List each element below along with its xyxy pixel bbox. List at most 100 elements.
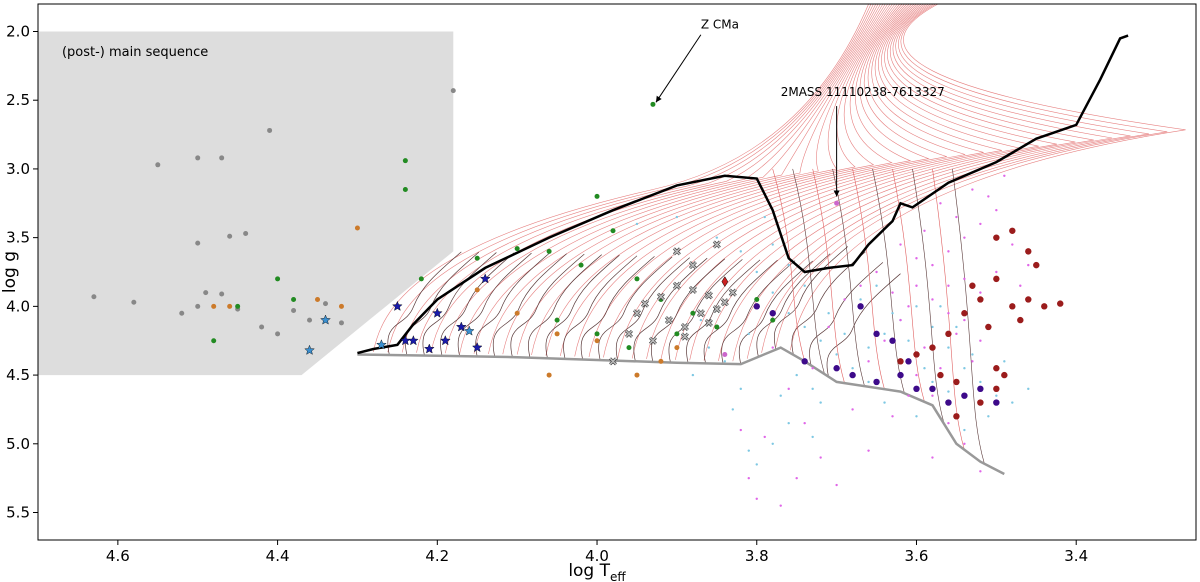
data-point — [803, 325, 806, 329]
data-point — [801, 358, 808, 365]
annotation-2mass: 2MASS 11110238-7613327 — [781, 85, 945, 99]
data-point — [843, 298, 846, 301]
series-2 — [211, 225, 680, 378]
data-point — [891, 312, 894, 315]
evolutionary-tracks — [373, 3, 1186, 464]
data-point-inner — [681, 333, 689, 341]
low-mass-track — [792, 168, 825, 375]
dark-track — [457, 252, 532, 357]
series-10 — [722, 200, 840, 357]
dark-track — [580, 256, 655, 360]
data-point — [1033, 261, 1040, 269]
dark-track — [686, 259, 761, 363]
dark-track — [440, 252, 515, 356]
data-point — [979, 339, 982, 342]
data-point — [987, 415, 990, 418]
dark-track — [791, 251, 866, 355]
data-point-inner — [649, 337, 657, 345]
low-mass-track — [892, 168, 925, 402]
main-sequence-region — [38, 31, 454, 376]
data-point — [195, 155, 201, 161]
data-point — [650, 101, 656, 107]
data-point — [947, 421, 950, 425]
data-point — [418, 276, 424, 282]
data-point — [913, 351, 920, 358]
data-point — [931, 394, 934, 397]
y-tick-label: 3.0 — [6, 160, 30, 178]
series-6 — [753, 303, 1000, 406]
dark-track — [721, 260, 796, 364]
low-mass-track — [952, 168, 985, 464]
data-point — [963, 277, 966, 281]
data-point — [883, 332, 886, 336]
x-tick-label: 3.6 — [905, 547, 929, 565]
data-point — [1025, 296, 1032, 303]
data-point — [939, 202, 942, 205]
data-point — [835, 353, 838, 356]
x-axis-label-main: log T — [568, 561, 610, 581]
red-track — [545, 3, 898, 356]
data-point — [929, 344, 936, 351]
red-track — [631, 3, 984, 359]
data-point — [674, 331, 680, 337]
data-point — [474, 255, 480, 261]
data-point — [432, 307, 443, 318]
data-point-inner — [609, 357, 617, 365]
data-point — [1017, 316, 1024, 324]
data-point — [739, 428, 742, 432]
data-point — [889, 337, 896, 344]
y-tick-label: 2.0 — [6, 22, 30, 40]
data-point — [834, 200, 840, 206]
data-point — [931, 298, 934, 301]
data-point — [811, 435, 814, 439]
shaded-region-polygon — [38, 31, 454, 376]
data-point — [1003, 360, 1006, 363]
data-point — [211, 338, 217, 344]
data-point — [747, 476, 750, 480]
data-point — [873, 378, 880, 386]
red-track — [373, 3, 869, 353]
y-tick-label: 4.5 — [6, 366, 30, 384]
data-point — [463, 325, 475, 336]
data-point — [219, 291, 225, 297]
red-track — [516, 3, 893, 355]
data-point — [923, 229, 926, 232]
data-point — [626, 345, 632, 351]
data-point — [851, 408, 854, 411]
data-point — [939, 367, 942, 370]
data-point — [987, 195, 990, 198]
data-point — [771, 346, 774, 349]
data-point-inner — [689, 261, 697, 269]
data-point — [955, 332, 958, 336]
data-point — [953, 378, 960, 386]
dark-track — [826, 273, 901, 377]
data-point — [947, 346, 950, 349]
data-point — [947, 312, 950, 315]
data-point — [795, 373, 798, 377]
data-point — [947, 390, 950, 393]
data-point — [320, 314, 331, 325]
data-point — [993, 365, 1000, 372]
data-point-inner — [705, 319, 713, 327]
data-points — [91, 88, 1064, 507]
data-point — [977, 385, 984, 393]
data-point — [227, 303, 233, 309]
x-tick-label: 4.4 — [266, 547, 290, 565]
red-track — [646, 3, 1002, 359]
main-sequence-label: (post-) main sequence — [62, 45, 208, 60]
data-point — [1001, 371, 1008, 379]
data-point — [723, 360, 727, 363]
data-point — [769, 310, 776, 317]
data-point — [803, 421, 806, 425]
data-point — [995, 270, 998, 274]
data-point — [945, 399, 952, 406]
y-tick-label: 5.5 — [6, 504, 30, 522]
data-point — [835, 483, 838, 487]
data-point — [931, 380, 934, 384]
data-point — [915, 257, 918, 260]
x-tick-label: 4.6 — [106, 547, 130, 565]
data-point — [971, 188, 974, 191]
data-point — [931, 456, 934, 459]
data-point — [275, 276, 281, 282]
data-point — [843, 332, 846, 336]
